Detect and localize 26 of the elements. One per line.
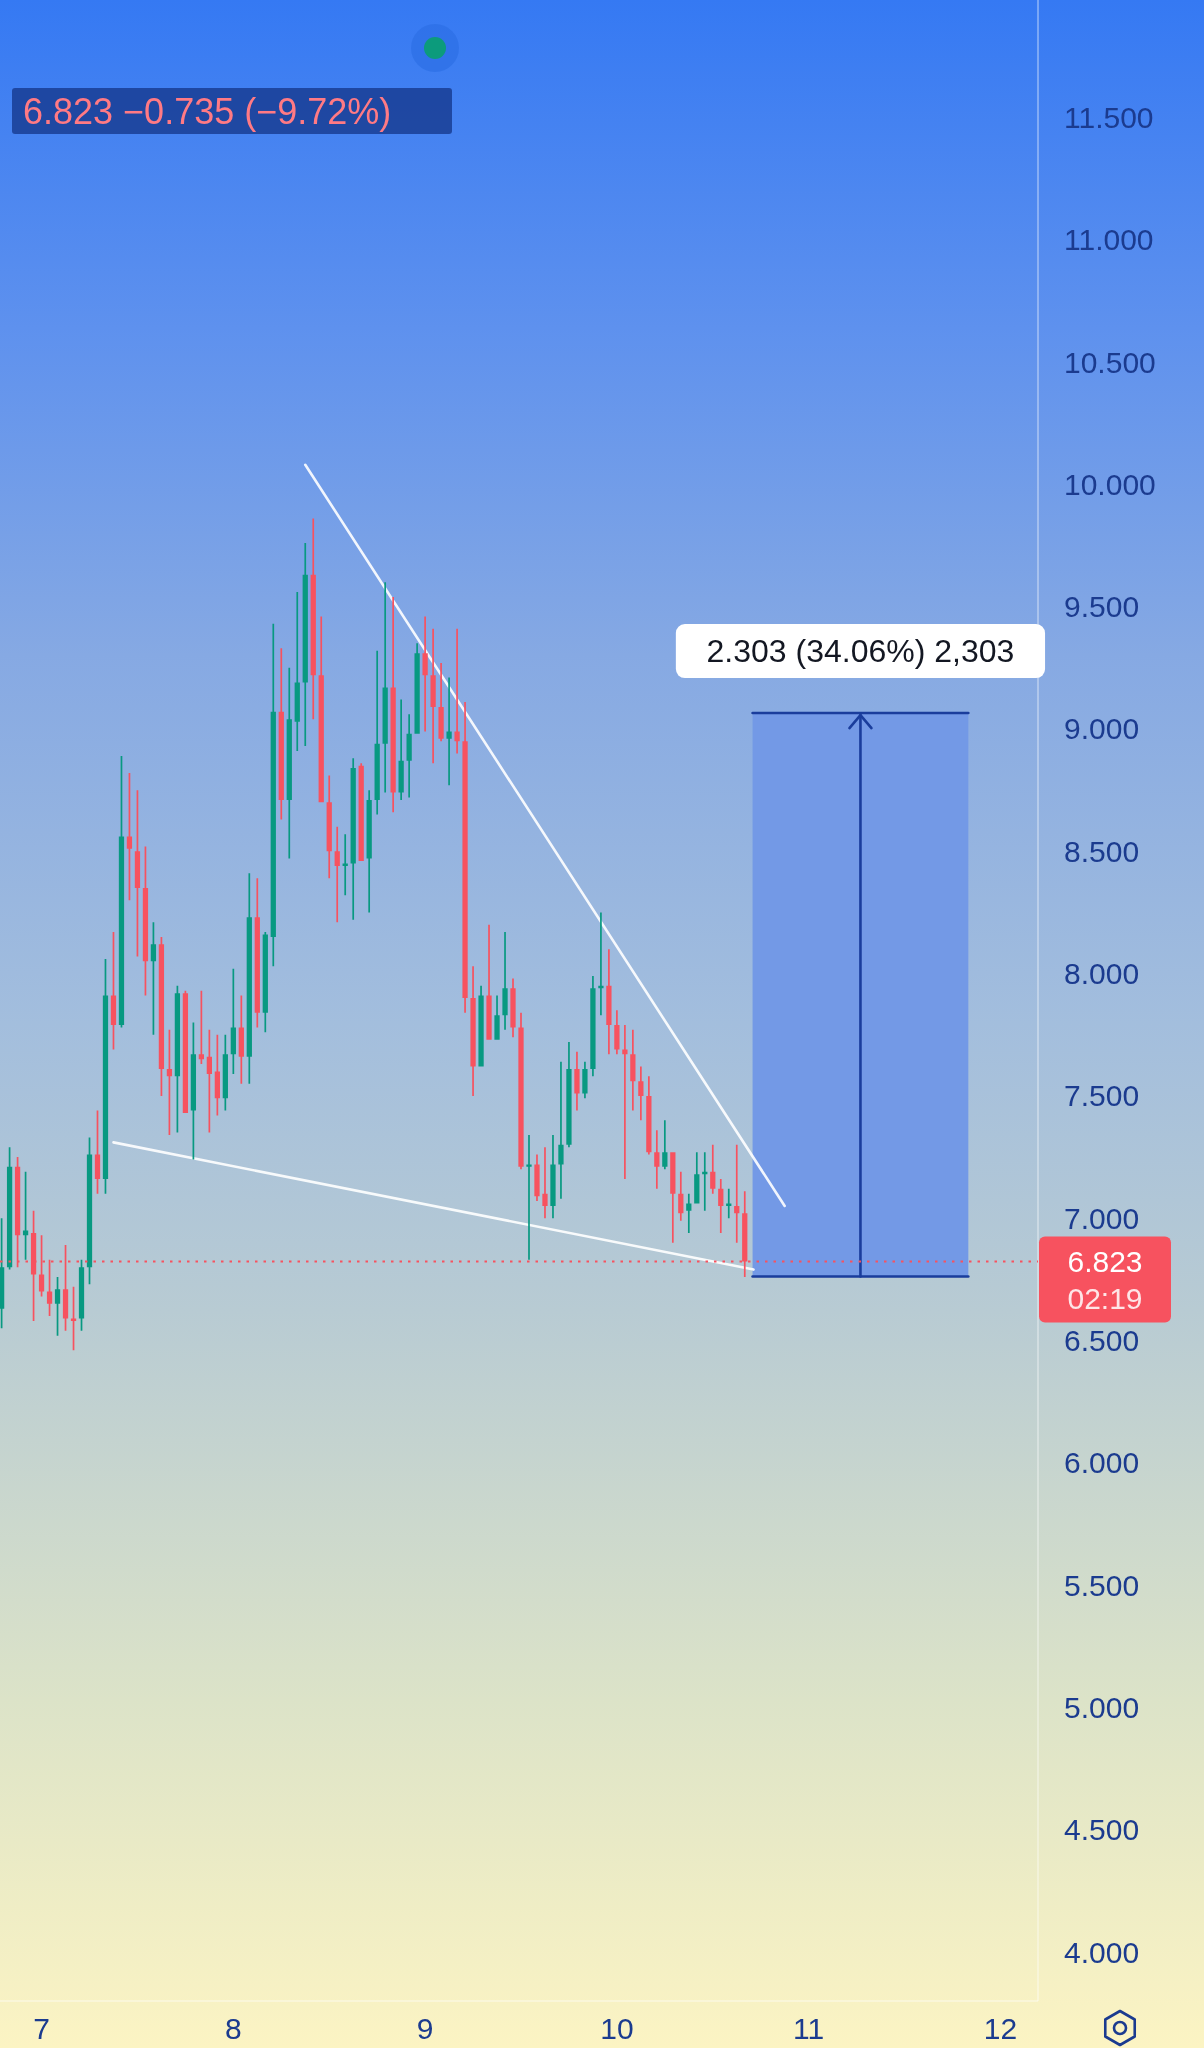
x-tick-label: 9: [416, 2011, 434, 2045]
y-tick-label: 6.000: [1064, 1446, 1140, 1480]
y-tick-label: 6.500: [1064, 1324, 1140, 1358]
text: 6.823 −0.735 (−9.72%): [23, 90, 392, 132]
y-tick-label: 10.000: [1064, 467, 1156, 501]
text: 02:19: [1067, 1282, 1143, 1316]
x-tick-label: 7: [33, 2011, 50, 2045]
y-tick-label: 4.500: [1064, 1813, 1140, 1847]
x-tick-label: 10: [600, 2011, 634, 2045]
x-tick-label: 11: [793, 2011, 825, 2045]
y-tick-label: 9.500: [1064, 590, 1140, 624]
y-tick-label: 11.500: [1064, 100, 1154, 134]
y-tick-label: 7.000: [1064, 1201, 1140, 1235]
x-tick-label: 8: [224, 2011, 242, 2045]
y-tick-label: 10.500: [1064, 345, 1156, 379]
y-tick-label: 8.000: [1064, 957, 1140, 991]
y-tick-label: 9.000: [1064, 712, 1140, 746]
y-tick-label: 8.500: [1064, 834, 1140, 868]
y-tick-label: 11.000: [1064, 223, 1154, 257]
y-tick-label: 4.000: [1064, 1935, 1140, 1969]
y-tick-label: 5.000: [1064, 1690, 1140, 1724]
x-tick-label: 12: [983, 2011, 1018, 2045]
y-tick-label: 7.500: [1064, 1079, 1140, 1113]
data-label: 2.303 (34.06%) 2,303: [706, 633, 1015, 670]
y-tick-label: 5.500: [1064, 1568, 1140, 1602]
ref-line-label: 6.823: [1067, 1245, 1143, 1279]
